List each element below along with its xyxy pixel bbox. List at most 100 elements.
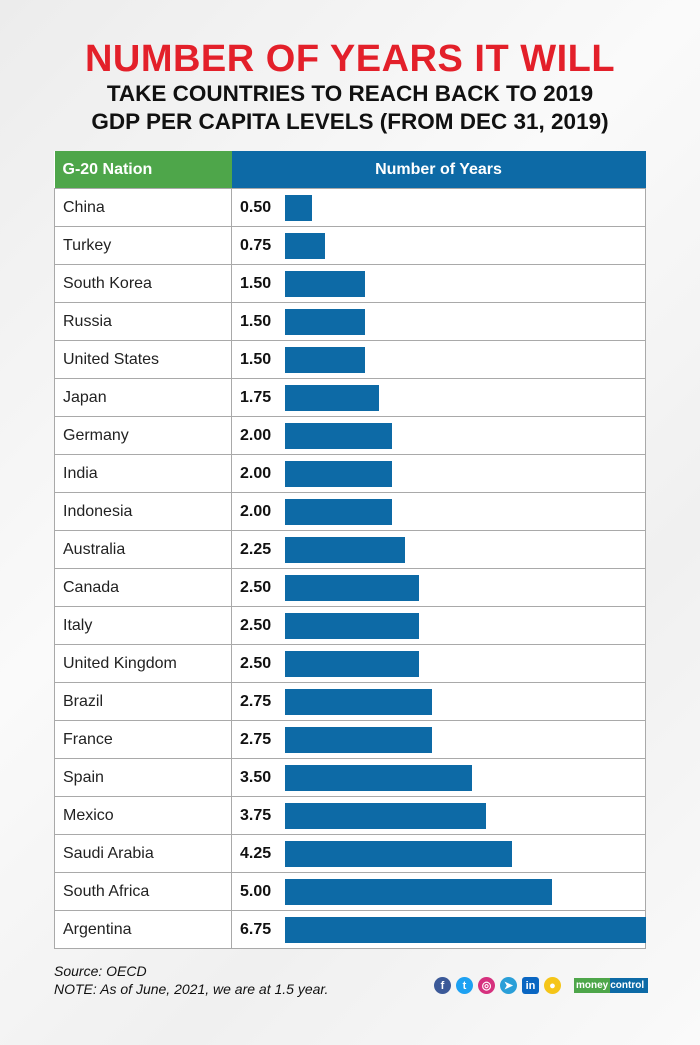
source-text: Source: OECD [54, 963, 147, 979]
value-cell: 5.00 [231, 872, 646, 911]
value-cell: 1.50 [231, 340, 646, 379]
country-name: Mexico [54, 796, 232, 835]
value-cell: 3.50 [231, 758, 646, 797]
country-name: India [54, 454, 232, 493]
value-cell: 2.00 [231, 416, 646, 455]
country-name: Argentina [54, 910, 232, 949]
country-name: Germany [54, 416, 232, 455]
bar [285, 537, 406, 563]
country-name: United States [54, 340, 232, 379]
table-row: Japan 1.75 [54, 378, 646, 417]
value-label: 3.75 [240, 807, 272, 824]
telegram-icon[interactable]: ➤ [500, 977, 517, 994]
value-label: 4.25 [240, 845, 272, 862]
value-label: 2.00 [240, 427, 272, 444]
table-row: Germany 2.00 [54, 416, 646, 455]
country-name: United Kingdom [54, 644, 232, 683]
value-cell: 6.75 [231, 910, 646, 949]
value-cell: 1.75 [231, 378, 646, 417]
bar [285, 841, 513, 867]
table-row: United Kingdom 2.50 [54, 644, 646, 683]
table-row: South Africa 5.00 [54, 872, 646, 911]
table-row: Australia 2.25 [54, 530, 646, 569]
bar [285, 309, 366, 335]
value-label: 2.00 [240, 503, 272, 520]
country-name: Indonesia [54, 492, 232, 531]
bar [285, 461, 392, 487]
country-name: Turkey [54, 226, 232, 265]
value-label: 2.75 [240, 693, 272, 710]
logo-part2: control [610, 980, 645, 991]
value-cell: 4.25 [231, 834, 646, 873]
value-cell: 0.50 [231, 188, 646, 227]
table-row: Italy 2.50 [54, 606, 646, 645]
twitter-icon[interactable]: t [456, 977, 473, 994]
table-row: India 2.00 [54, 454, 646, 493]
data-table: G-20 Nation Number of Years China 0.50 Tu… [54, 151, 646, 949]
bar [285, 651, 419, 677]
subtitle: TAKE COUNTRIES TO REACH BACK TO 2019 GDP… [0, 80, 700, 136]
table-row: China 0.50 [54, 188, 646, 227]
table-row: France 2.75 [54, 720, 646, 759]
value-label: 2.50 [240, 579, 272, 596]
value-label: 0.75 [240, 237, 272, 254]
value-label: 2.50 [240, 617, 272, 634]
value-cell: 2.50 [231, 568, 646, 607]
value-cell: 3.75 [231, 796, 646, 835]
table-row: Canada 2.50 [54, 568, 646, 607]
subtitle-line-2: GDP PER CAPITA LEVELS (FROM DEC 31, 2019… [91, 109, 609, 134]
facebook-icon[interactable]: f [434, 977, 451, 994]
table-row: Saudi Arabia 4.25 [54, 834, 646, 873]
subtitle-line-1: TAKE COUNTRIES TO REACH BACK TO 2019 [106, 81, 594, 106]
note-text: NOTE: As of June, 2021, we are at 1.5 ye… [54, 981, 329, 997]
bar [285, 385, 379, 411]
country-name: France [54, 720, 232, 759]
social-icons: f t ◎ ➤ in ● money control [434, 977, 649, 994]
country-name: China [54, 188, 232, 227]
instagram-icon[interactable]: ◎ [478, 977, 495, 994]
value-cell: 1.50 [231, 264, 646, 303]
table-row: Spain 3.50 [54, 758, 646, 797]
country-name: Australia [54, 530, 232, 569]
table-row: South Korea 1.50 [54, 264, 646, 303]
value-cell: 2.75 [231, 682, 646, 721]
country-name: Russia [54, 302, 232, 341]
value-label: 1.75 [240, 389, 272, 406]
bar [285, 499, 392, 525]
value-label: 3.50 [240, 769, 272, 786]
header-nation: G-20 Nation [54, 151, 232, 189]
value-cell: 2.25 [231, 530, 646, 569]
table-row: Mexico 3.75 [54, 796, 646, 835]
value-label: 5.00 [240, 883, 272, 900]
logo-part1: money [574, 978, 611, 993]
value-label: 2.50 [240, 655, 272, 672]
value-label: 1.50 [240, 275, 272, 292]
value-label: 2.75 [240, 731, 272, 748]
value-cell: 2.50 [231, 606, 646, 645]
country-name: Canada [54, 568, 232, 607]
bar [285, 689, 433, 715]
linkedin-icon[interactable]: in [522, 977, 539, 994]
value-cell: 2.75 [231, 720, 646, 759]
value-label: 6.75 [240, 921, 272, 938]
bar [285, 613, 419, 639]
bar [285, 803, 486, 829]
value-label: 1.50 [240, 351, 272, 368]
table-row: Argentina 6.75 [54, 910, 646, 949]
bar [285, 195, 312, 221]
footer-notes: Source: OECD NOTE: As of June, 2021, we … [54, 962, 328, 998]
table-row: Turkey 0.75 [54, 226, 646, 265]
koo-icon[interactable]: ● [544, 977, 561, 994]
value-label: 2.25 [240, 541, 272, 558]
value-cell: 2.00 [231, 492, 646, 531]
value-cell: 1.50 [231, 302, 646, 341]
bar [285, 917, 646, 943]
country-name: Brazil [54, 682, 232, 721]
country-name: Saudi Arabia [54, 834, 232, 873]
table-row: United States 1.50 [54, 340, 646, 379]
value-label: 0.50 [240, 199, 272, 216]
bar [285, 271, 366, 297]
value-label: 2.00 [240, 465, 272, 482]
country-name: Italy [54, 606, 232, 645]
table-row: Indonesia 2.00 [54, 492, 646, 531]
